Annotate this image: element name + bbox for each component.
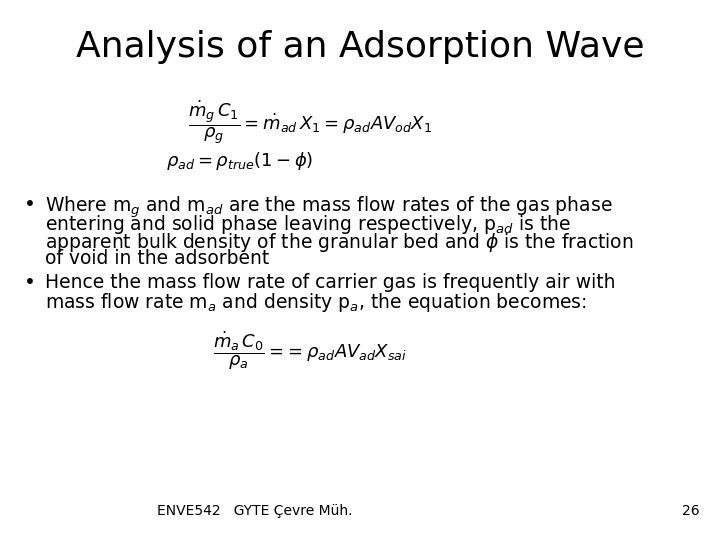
Text: •: •: [24, 273, 36, 292]
Text: of void in the adsorbent: of void in the adsorbent: [45, 249, 269, 268]
Text: Where m$_g$ and m$_{ad}$ are the mass flow rates of the gas phase: Where m$_g$ and m$_{ad}$ are the mass fl…: [45, 195, 613, 220]
Text: ENVE542   GYTE Çevre Müh.: ENVE542 GYTE Çevre Müh.: [157, 504, 353, 518]
Text: $\dfrac{\dot{m}_g\, C_1}{\rho_g} = \dot{m}_{ad}\, X_1 = \rho_{ad} A V_{od} X_1$: $\dfrac{\dot{m}_g\, C_1}{\rho_g} = \dot{…: [188, 98, 432, 146]
Text: Hence the mass flow rate of carrier gas is frequently air with: Hence the mass flow rate of carrier gas …: [45, 273, 616, 292]
Text: apparent bulk density of the granular bed and $\phi$ is the fraction: apparent bulk density of the granular be…: [45, 231, 634, 254]
Text: 26: 26: [683, 504, 700, 518]
Text: $\dfrac{\dot{m}_a\, C_0}{\rho_a} =\!=  \rho_{ad} A V_{ad} X_{sai}$: $\dfrac{\dot{m}_a\, C_0}{\rho_a} =\!= \r…: [213, 329, 407, 372]
Text: mass flow rate m$_a$ and density p$_a$, the equation becomes:: mass flow rate m$_a$ and density p$_a$, …: [45, 291, 587, 314]
Text: $\rho_{ad} = \rho_{true}(1 - \phi)$: $\rho_{ad} = \rho_{true}(1 - \phi)$: [166, 150, 314, 172]
Text: •: •: [24, 195, 36, 214]
Text: Analysis of an Adsorption Wave: Analysis of an Adsorption Wave: [76, 30, 644, 64]
Text: entering and solid phase leaving respectively, p$_{ad}$ is the: entering and solid phase leaving respect…: [45, 213, 572, 236]
